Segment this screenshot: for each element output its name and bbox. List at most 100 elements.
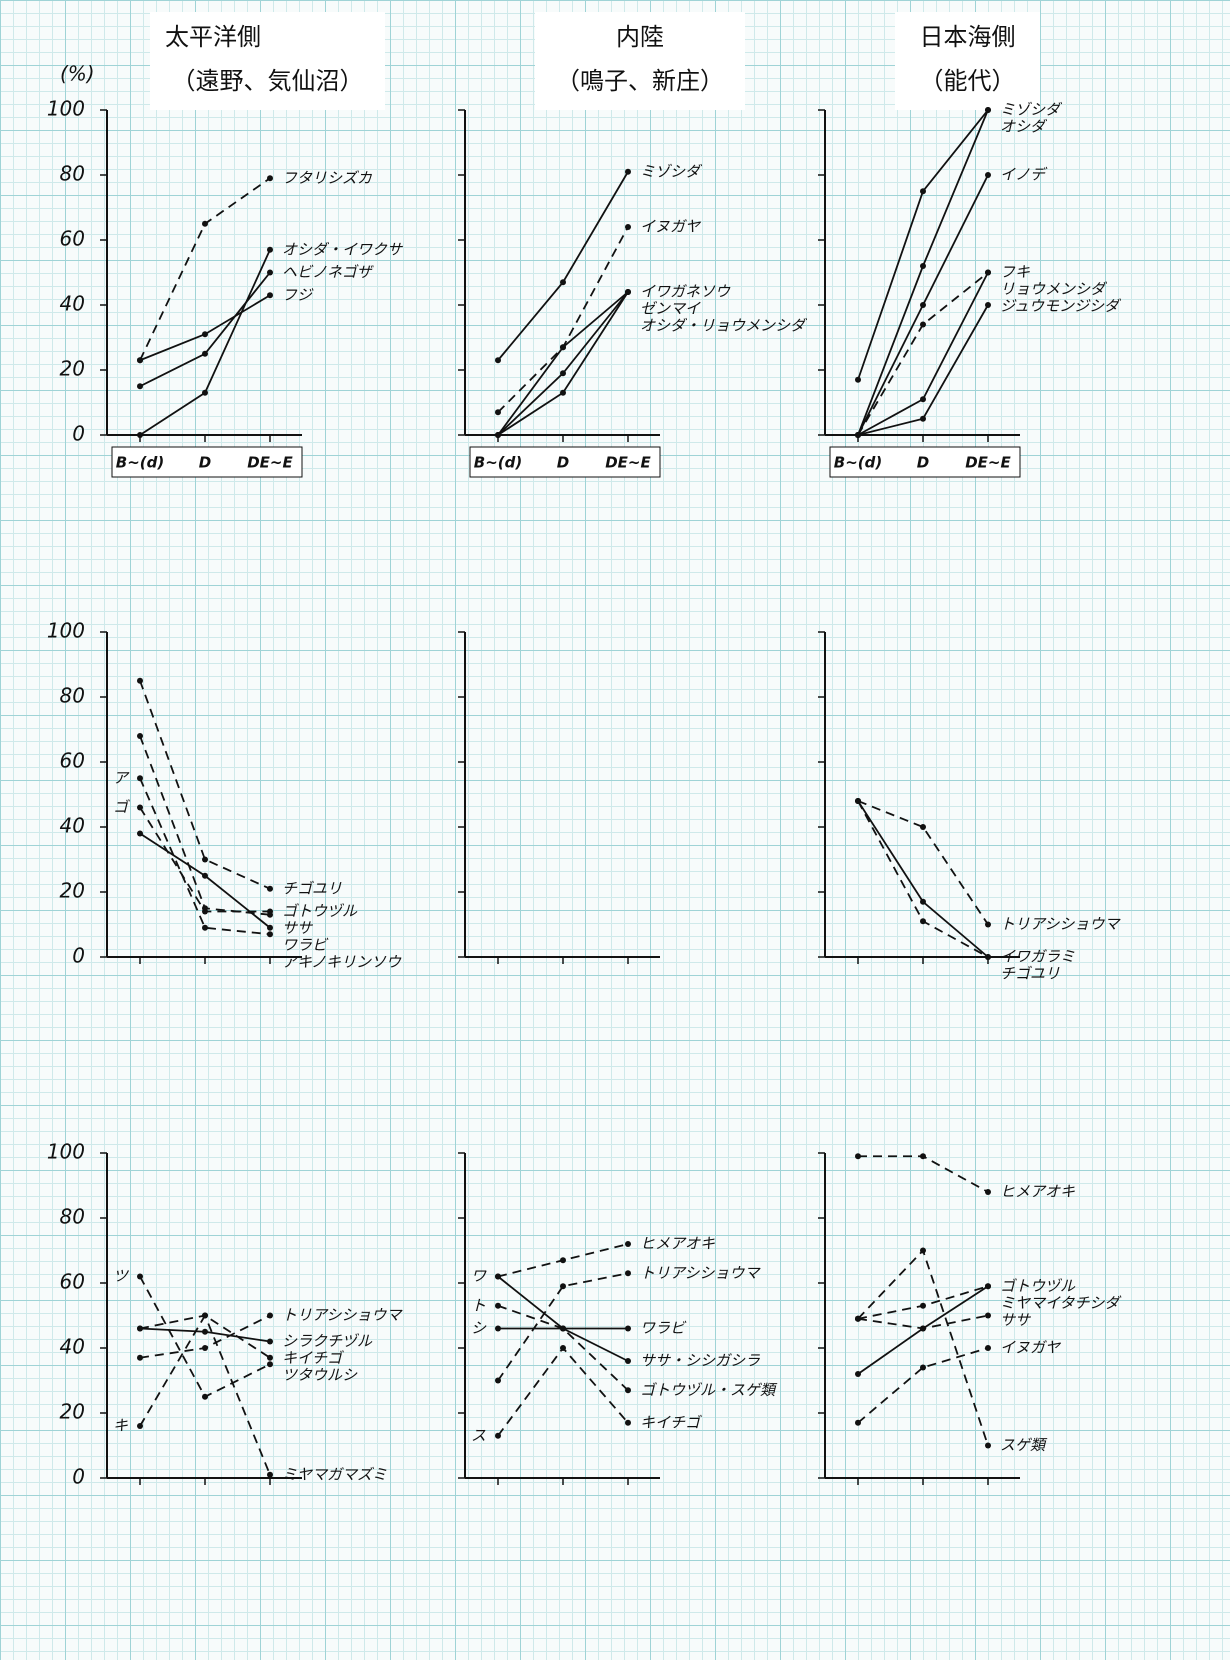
start-label: ワ	[471, 1267, 487, 1285]
point	[625, 1387, 631, 1393]
point	[625, 1420, 631, 1426]
series-label: ワラビ	[640, 1319, 687, 1337]
series-label: シラクチヅル	[282, 1332, 373, 1350]
series-label: ヘビノネゴザ	[282, 263, 374, 281]
series-line	[858, 110, 988, 435]
y-tick-label: 100	[47, 619, 85, 643]
point	[560, 1326, 566, 1332]
point	[495, 1378, 501, 1384]
point	[267, 270, 273, 276]
point	[560, 344, 566, 350]
point	[137, 805, 143, 811]
series-line	[858, 273, 988, 436]
point	[137, 775, 143, 781]
point	[267, 247, 273, 253]
series-label: ワラビ	[282, 936, 329, 954]
y-tick-label: 40	[60, 292, 85, 316]
header-title: 太平洋側	[165, 23, 261, 51]
series-line	[858, 1251, 988, 1446]
series-label: ジュウモンジシダ	[1000, 297, 1122, 315]
series-label: イワガネソウ	[640, 283, 731, 301]
point	[137, 1326, 143, 1332]
series-label: フキ	[1000, 263, 1030, 281]
y-tick-label: 40	[60, 814, 85, 838]
y-tick-label: 20	[60, 1400, 85, 1424]
point	[495, 357, 501, 363]
x-tick-label: DE~E	[247, 454, 293, 472]
y-tick-label: 20	[60, 357, 85, 381]
series-line	[498, 292, 628, 435]
y-tick-label: 100	[47, 97, 85, 121]
x-tick-label: B~(d)	[834, 454, 882, 472]
series-line	[140, 1277, 270, 1397]
point	[267, 292, 273, 298]
point	[137, 678, 143, 684]
start-label: ゴ	[113, 798, 130, 816]
point	[202, 905, 208, 911]
series-label: イヌガヤ	[1000, 1339, 1062, 1357]
point	[137, 383, 143, 389]
point	[495, 1433, 501, 1439]
series-label: オシダ	[1000, 118, 1048, 136]
point	[137, 1355, 143, 1361]
start-label: ア	[113, 769, 130, 787]
point	[985, 302, 991, 308]
point	[855, 1420, 861, 1426]
point	[920, 302, 926, 308]
y-tick-label: 0	[72, 422, 85, 446]
series-label: トリアシショウマ	[282, 1306, 403, 1324]
point	[267, 1339, 273, 1345]
point	[267, 931, 273, 937]
x-tick-label: D	[557, 454, 569, 472]
charts: 太平洋側（遠野、気仙沼）内陸（鳴子、新庄）日本海側（能代）(%)02040608…	[0, 0, 1230, 1660]
point	[985, 1345, 991, 1351]
point	[985, 1283, 991, 1289]
point	[985, 922, 991, 928]
page: {"headers":[{"title":"太平洋側","subtitle":"…	[0, 0, 1230, 1660]
point	[137, 357, 143, 363]
x-tick-label: DE~E	[965, 454, 1011, 472]
point	[920, 1303, 926, 1309]
point	[855, 1316, 861, 1322]
point	[625, 1270, 631, 1276]
start-label: ト	[471, 1296, 486, 1314]
point	[920, 824, 926, 830]
point	[920, 899, 926, 905]
series-label: フジ	[282, 286, 314, 304]
series-label: チゴユリ	[1000, 965, 1060, 983]
point	[137, 1274, 143, 1280]
series-label: ヒメアオキ	[1000, 1183, 1075, 1201]
header-subtitle: （能代）	[920, 67, 1016, 95]
point	[202, 857, 208, 863]
series-label: オシダ・リョウメンシダ	[640, 317, 808, 335]
point	[920, 918, 926, 924]
series-label: ゴトウヅル・スゲ類	[640, 1381, 778, 1399]
y-tick-label: 0	[72, 944, 85, 968]
y-tick-label: 80	[60, 162, 85, 186]
point	[202, 390, 208, 396]
y-tick-label: 80	[60, 1205, 85, 1229]
y-tick-label: 60	[60, 1270, 85, 1294]
series-line	[140, 1316, 270, 1358]
point	[855, 798, 861, 804]
series-line	[140, 295, 270, 360]
y-tick-label: 40	[60, 1335, 85, 1359]
point	[985, 107, 991, 113]
point	[202, 351, 208, 357]
point	[267, 912, 273, 918]
point	[495, 1303, 501, 1309]
series-label: ミゾシダ	[640, 162, 703, 180]
series-line	[140, 273, 270, 387]
point	[920, 1248, 926, 1254]
point	[855, 1153, 861, 1159]
point	[137, 733, 143, 739]
series-label: イヌガヤ	[640, 218, 702, 236]
point	[202, 873, 208, 879]
point	[137, 831, 143, 837]
series-label: ミゾシダ	[1000, 101, 1063, 119]
point	[560, 1345, 566, 1351]
series-label: キイチゴ	[282, 1349, 344, 1367]
y-tick-label: 0	[72, 1465, 85, 1489]
series-label: ササ・シシガシラ	[640, 1352, 760, 1370]
point	[495, 409, 501, 415]
